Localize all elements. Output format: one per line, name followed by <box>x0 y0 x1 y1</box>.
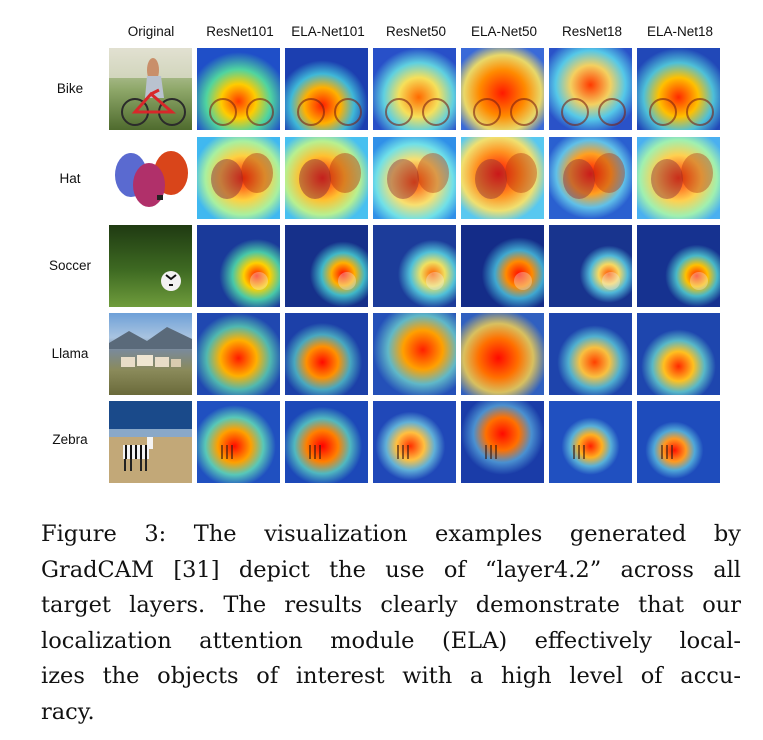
figure-caption: Figure 3: The visualization examples gen… <box>41 517 741 731</box>
soccer-original-image <box>109 225 192 307</box>
zebra-ela-net50-heatmap <box>461 401 544 483</box>
caption-line: izes the objects of interest with a high… <box>41 663 741 690</box>
hat-ela-net18-heatmap <box>637 137 720 219</box>
soccer-ela-net18-heatmap <box>637 225 720 307</box>
row-label-soccer: Soccer <box>48 258 92 273</box>
llama-original-image <box>109 313 192 395</box>
col-header-resnet101: ResNet101 <box>206 24 274 39</box>
llama-ela-net50-heatmap <box>461 313 544 395</box>
llama-ela-net101-heatmap <box>285 313 368 395</box>
col-header-ela-net18: ELA-Net18 <box>646 24 714 39</box>
bike-original-image <box>109 48 192 130</box>
zebra-resnet50-heatmap <box>373 401 456 483</box>
col-header-ela-net50: ELA-Net50 <box>470 24 538 39</box>
soccer-resnet50-heatmap <box>373 225 456 307</box>
caption-line: racy. <box>41 698 95 725</box>
col-header-resnet50: ResNet50 <box>385 24 447 39</box>
hat-ela-net50-heatmap <box>461 137 544 219</box>
soccer-ela-net50-heatmap <box>461 225 544 307</box>
col-header-ela-net101: ELA-Net101 <box>291 24 365 39</box>
soccer-resnet18-heatmap <box>549 225 632 307</box>
zebra-original-image <box>109 401 192 483</box>
soccer-resnet101-heatmap <box>197 225 280 307</box>
zebra-ela-net18-heatmap <box>637 401 720 483</box>
col-header-resnet18: ResNet18 <box>561 24 623 39</box>
llama-resnet101-heatmap <box>197 313 280 395</box>
col-header-original: Original <box>127 24 175 39</box>
zebra-resnet18-heatmap <box>549 401 632 483</box>
bike-ela-net18-heatmap <box>637 48 720 130</box>
caption-line: GradCAM [31] depict the use of “layer4.2… <box>41 556 741 583</box>
row-label-bike: Bike <box>56 81 84 96</box>
gradcam-figure: Original ResNet101 ELA-Net101 ResNet50 E… <box>48 24 720 483</box>
caption-line: localization attention module (ELA) effe… <box>41 627 741 654</box>
llama-resnet18-heatmap <box>549 313 632 395</box>
soccer-ela-net101-heatmap <box>285 225 368 307</box>
bike-resnet18-heatmap <box>549 48 632 130</box>
hat-original-image <box>109 137 192 219</box>
zebra-ela-net101-heatmap <box>285 401 368 483</box>
bike-ela-net50-heatmap <box>461 48 544 130</box>
llama-resnet50-heatmap <box>373 313 456 395</box>
llama-ela-net18-heatmap <box>637 313 720 395</box>
hat-resnet101-heatmap <box>197 137 280 219</box>
row-label-hat: Hat <box>59 171 81 186</box>
bike-resnet50-heatmap <box>373 48 456 130</box>
row-label-zebra: Zebra <box>52 432 88 447</box>
row-label-llama: Llama <box>51 346 89 361</box>
hat-resnet18-heatmap <box>549 137 632 219</box>
hat-resnet50-heatmap <box>373 137 456 219</box>
caption-line: Figure 3: The visualization examples gen… <box>41 521 741 547</box>
zebra-resnet101-heatmap <box>197 401 280 483</box>
caption-line: target layers. The results clearly demon… <box>41 592 741 619</box>
hat-ela-net101-heatmap <box>285 137 368 219</box>
bike-ela-net101-heatmap <box>285 48 368 130</box>
bike-resnet101-heatmap <box>197 48 280 130</box>
